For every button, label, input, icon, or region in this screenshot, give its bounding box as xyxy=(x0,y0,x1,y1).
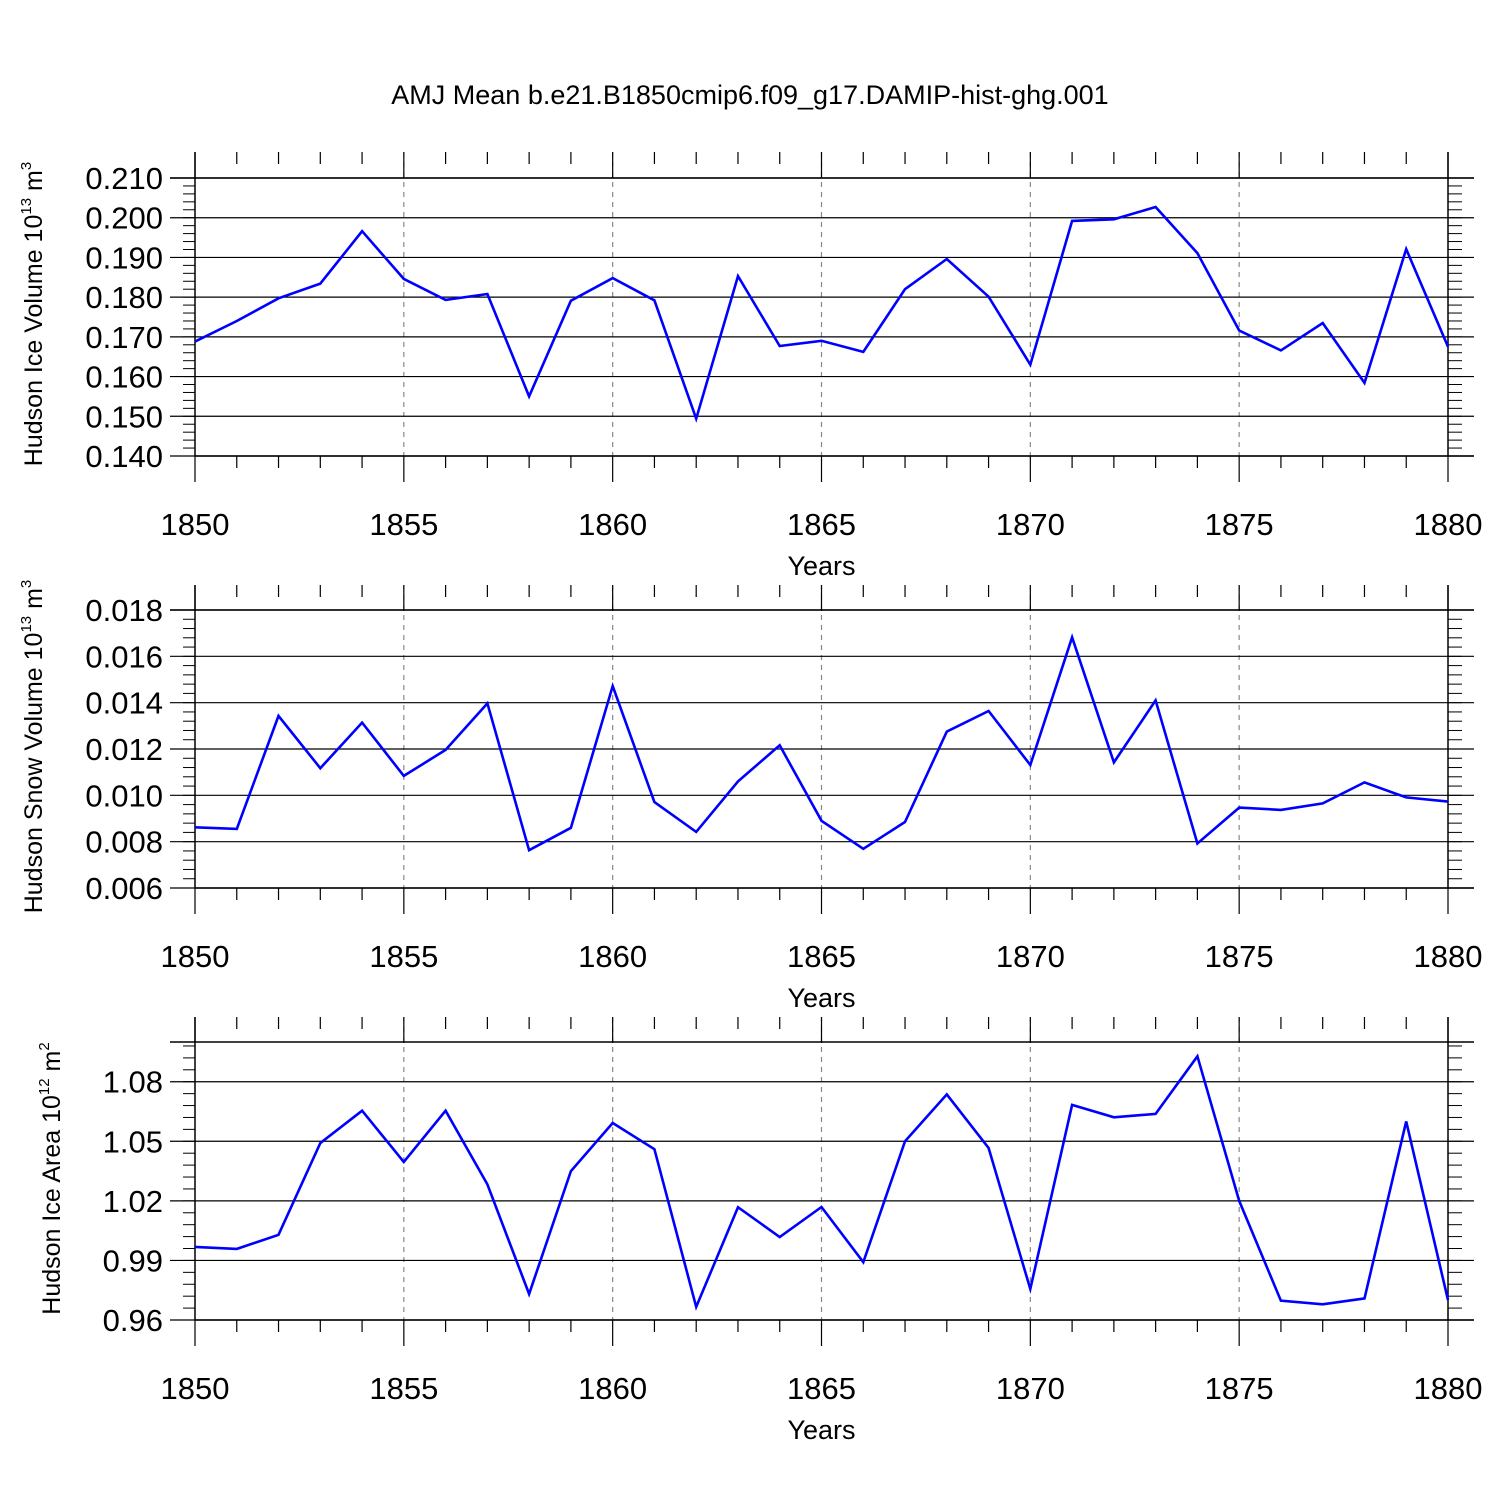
chart-panel-1: 1850 1855 1860 1865 1870 1875 1880 0.140 0.150 0.… xyxy=(18,152,1482,581)
series-line xyxy=(194,1053,1450,1311)
chart-panel-3: 1850 1855 1860 1865 1870 1875 1880 0.96 0.99 1.02… xyxy=(36,1017,1482,1445)
x-tick-label: 1865 xyxy=(787,1371,856,1406)
y-tick-label: 0.012 xyxy=(85,732,163,767)
series-line xyxy=(194,205,1450,423)
y-tick-label: 0.200 xyxy=(85,201,163,236)
x-axis-label: Years xyxy=(787,983,855,1013)
y-tick-label: 1.08 xyxy=(103,1065,163,1100)
x-tick-label: 1855 xyxy=(369,1371,438,1406)
y-tick-label: 1.05 xyxy=(103,1124,163,1159)
y-tick-label: 0.010 xyxy=(85,778,163,813)
x-tick-label: 1875 xyxy=(1205,1371,1274,1406)
x-tick-label: 1860 xyxy=(578,1371,647,1406)
x-tick-label: 1860 xyxy=(578,939,647,974)
x-tick-label: 1855 xyxy=(369,507,438,542)
series-line xyxy=(194,633,1449,853)
y-tick-label: 0.008 xyxy=(85,825,163,860)
y-tick-label: 0.150 xyxy=(85,399,163,434)
y-axis-label: Hudson Ice Area 1012 m2 xyxy=(36,1042,66,1314)
x-axis-label: Years xyxy=(787,1415,855,1445)
y-tick-label: 0.180 xyxy=(85,280,163,315)
x-tick-label: 1870 xyxy=(996,507,1065,542)
x-tick-label: 1880 xyxy=(1414,1371,1483,1406)
x-tick-label: 1880 xyxy=(1414,507,1483,542)
y-tick-label: 0.160 xyxy=(85,360,163,395)
y-tick-label: 0.018 xyxy=(85,593,163,628)
y-tick-label: 0.170 xyxy=(85,320,163,355)
x-tick-label: 1880 xyxy=(1414,939,1483,974)
x-tick-label: 1870 xyxy=(996,939,1065,974)
x-tick-label: 1875 xyxy=(1205,939,1274,974)
y-tick-label: 0.016 xyxy=(85,639,163,674)
x-axis-label: Years xyxy=(787,551,855,581)
y-tick-label: 0.190 xyxy=(85,240,163,275)
x-tick-label: 1865 xyxy=(787,507,856,542)
y-tick-label: 1.02 xyxy=(103,1184,163,1219)
x-tick-label: 1870 xyxy=(996,1371,1065,1406)
x-tick-label: 1850 xyxy=(161,507,230,542)
x-tick-label: 1875 xyxy=(1205,507,1274,542)
y-tick-label: 0.210 xyxy=(85,161,163,196)
x-tick-label: 1860 xyxy=(578,507,647,542)
y-axis-label: Hudson Ice Volume 1013 m3 xyxy=(18,162,48,466)
x-tick-label: 1850 xyxy=(161,939,230,974)
y-tick-label: 0.140 xyxy=(85,439,163,474)
y-axis-label: Hudson Snow Volume 1013 m3 xyxy=(18,580,48,914)
chart-panel-2: 1850 1855 1860 1865 1870 1875 1880 0.006 0.008 0.… xyxy=(18,580,1482,1013)
y-tick-label: 0.99 xyxy=(103,1243,163,1278)
x-tick-label: 1850 xyxy=(161,1371,230,1406)
x-tick-label: 1865 xyxy=(787,939,856,974)
y-tick-label: 0.96 xyxy=(103,1303,163,1338)
y-tick-label: 0.006 xyxy=(85,871,163,906)
figure-title: AMJ Mean b.e21.B1850cmip6.f09_g17.DAMIP-… xyxy=(391,80,1109,110)
y-tick-label: 0.014 xyxy=(85,686,163,721)
x-tick-label: 1855 xyxy=(369,939,438,974)
